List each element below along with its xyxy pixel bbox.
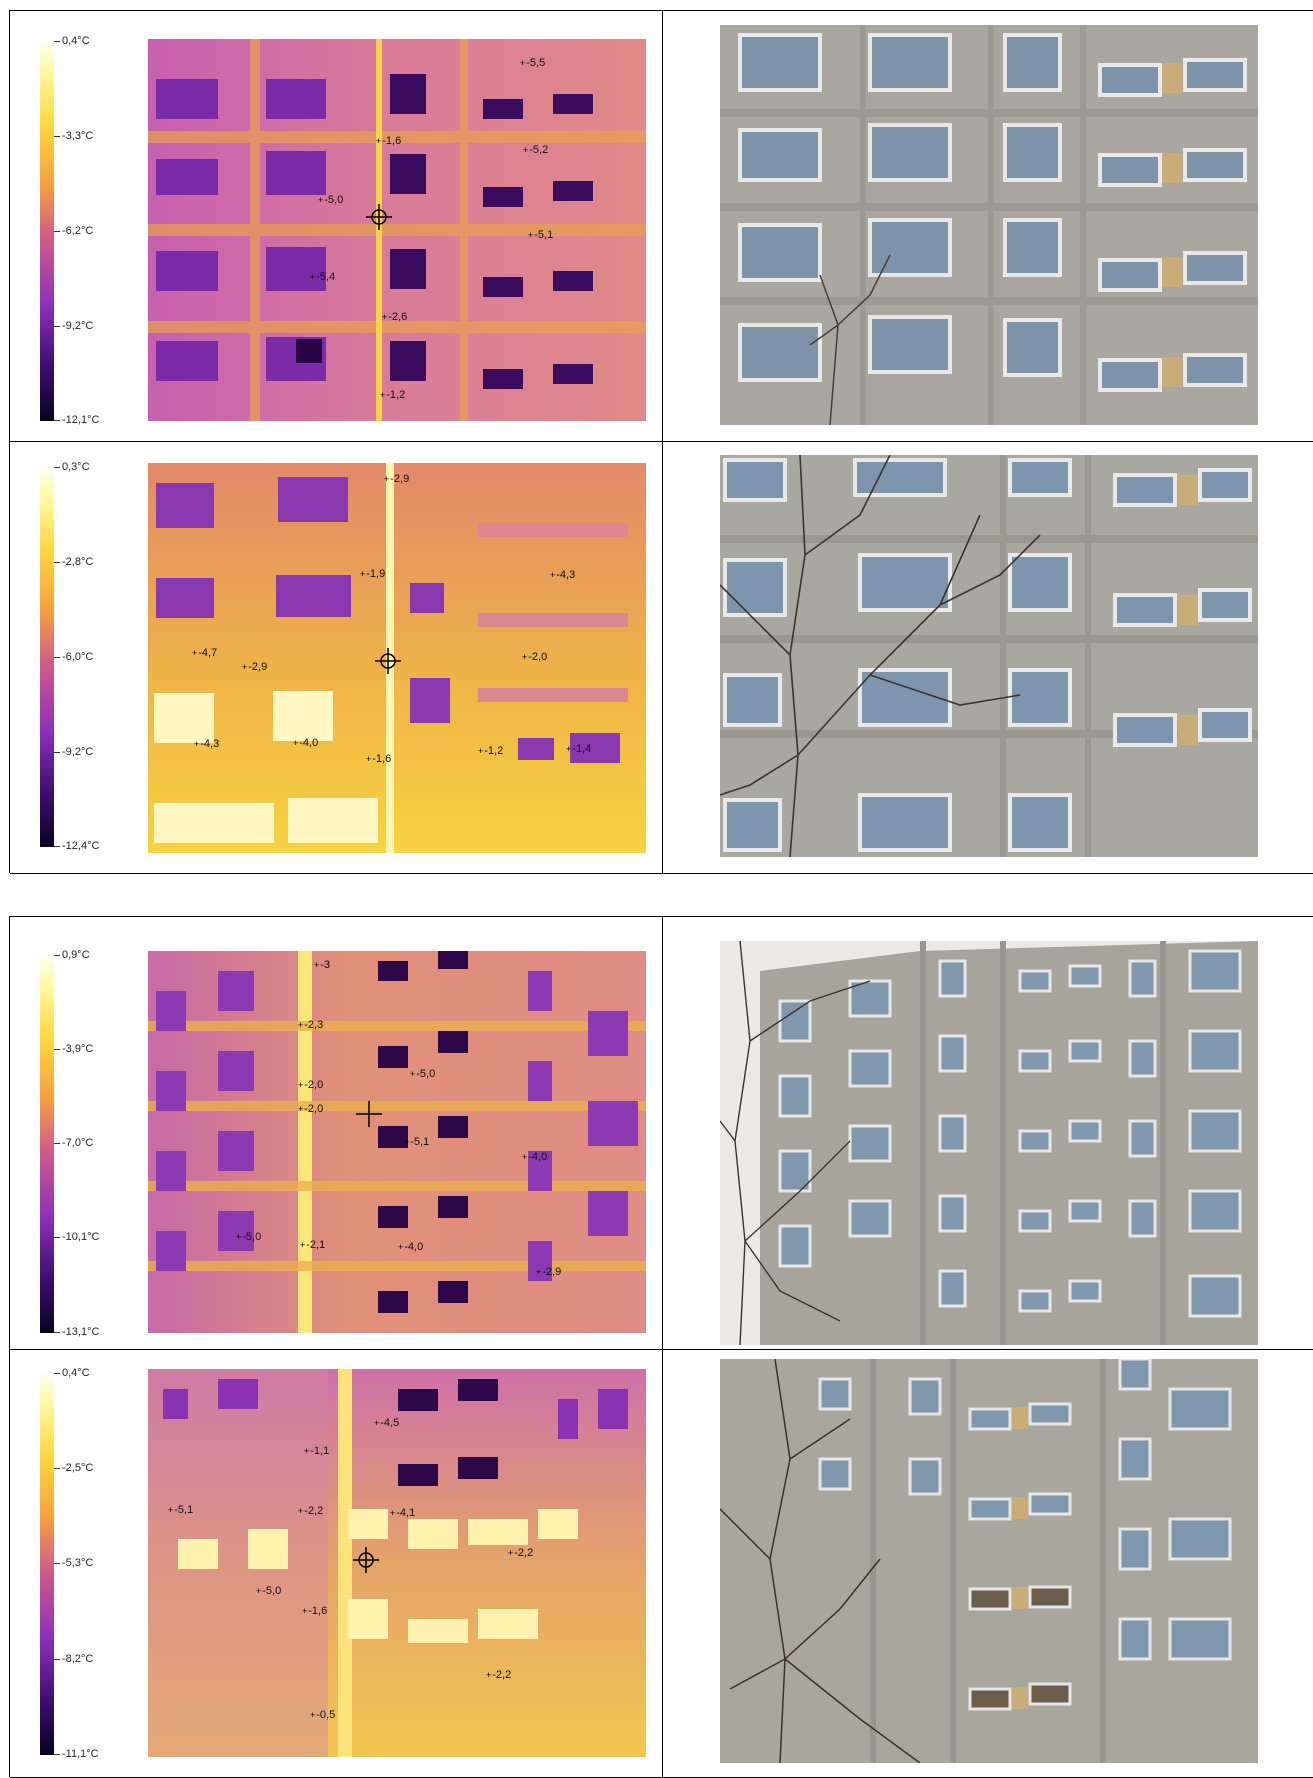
- temperature-marker: -4,0: [293, 737, 318, 749]
- temperature-marker: -5,5: [520, 57, 545, 69]
- building-photo: [719, 1359, 1258, 1763]
- temperature-marker: -1,9: [360, 568, 385, 580]
- scale-label: -12,4°C: [62, 840, 100, 852]
- temperature-marker: -5,2: [523, 144, 548, 156]
- temperature-marker: -1,4: [566, 743, 591, 755]
- temperature-marker: -5,4: [310, 271, 335, 283]
- scale-label: -8,2°C: [62, 1653, 94, 1665]
- table-bottom: 0,9°C -3,9°C -7,0°C -10,1°C -13,1°C: [9, 916, 1313, 1778]
- building-photo: [719, 941, 1258, 1345]
- temperature-marker: -4,0: [522, 1151, 547, 1163]
- temperature-marker: -1,2: [380, 389, 405, 401]
- scale-label: -11,1°C: [62, 1748, 99, 1760]
- temperature-marker: -1,1: [304, 1445, 329, 1457]
- building-photo: [719, 25, 1258, 425]
- thermal-image: -5,5 -1,6 -5,2 -5,0 -5,1 -5,4 -2,6 -1,2: [148, 39, 646, 421]
- scale-label: -7,0°C: [62, 1137, 94, 1149]
- temperature-marker: -3: [314, 959, 330, 971]
- thermal-cell: 0,4°C -3,3°C -6,2°C -9,2°C -12,1°C: [10, 11, 663, 441]
- temperature-marker: -5,0: [236, 1231, 261, 1243]
- temperature-marker: -2,0: [298, 1079, 323, 1091]
- temperature-marker: -5,0: [410, 1068, 435, 1080]
- scale-label: -3,3°C: [62, 130, 94, 142]
- temperature-marker: -2,3: [298, 1019, 323, 1031]
- thermal-cell: 0,4°C -2,5°C -5,3°C -8,2°C -11,1°C: [10, 1349, 663, 1777]
- thermal-cell: 0,3°C -2,8°C -6,0°C -9,2°C -12,4°C: [10, 441, 663, 873]
- scale-label: -10,1°C: [62, 1231, 100, 1243]
- color-scale-bar: [40, 41, 54, 421]
- temperature-marker: -2,2: [486, 1669, 511, 1681]
- table-row: 0,9°C -3,9°C -7,0°C -10,1°C -13,1°C: [10, 917, 1313, 1350]
- temperature-marker: -2,1: [300, 1239, 325, 1251]
- temperature-marker: -4,1: [390, 1507, 415, 1519]
- scale-label: 0,3°C: [62, 461, 90, 473]
- building-photo: [719, 455, 1258, 857]
- temperature-marker: -4,0: [398, 1241, 423, 1253]
- color-scale-bar: [40, 1373, 54, 1755]
- scale-label: -3,9°C: [62, 1043, 94, 1055]
- temperature-marker: -4,3: [550, 569, 575, 581]
- table-top: 0,4°C -3,3°C -6,2°C -9,2°C -12,1°C: [9, 10, 1313, 874]
- color-scale-bar: [40, 467, 54, 847]
- photo-cell: [664, 441, 1313, 873]
- temperature-marker: -5,0: [256, 1585, 281, 1597]
- temperature-marker: -2,0: [522, 651, 547, 663]
- photo-cell: [664, 1349, 1313, 1777]
- color-scale-bar: [40, 955, 54, 1333]
- thermal-image: -2,9 -1,9 -4,3 -4,7 -2,9 -2,0 -4,3 -4,0 …: [148, 463, 646, 853]
- table-row: 0,4°C -2,5°C -5,3°C -8,2°C -11,1°C: [10, 1349, 1313, 1778]
- temperature-marker: -2,6: [382, 311, 407, 323]
- scale-label: -13,1°C: [62, 1326, 100, 1338]
- temperature-marker: -1,2: [478, 745, 503, 757]
- photo-cell: [664, 11, 1313, 441]
- temperature-marker: -5,1: [404, 1136, 429, 1148]
- table-row: 0,3°C -2,8°C -6,0°C -9,2°C -12,4°C: [10, 441, 1313, 874]
- table-row: 0,4°C -3,3°C -6,2°C -9,2°C -12,1°C: [10, 11, 1313, 442]
- scale-label: -9,2°C: [62, 320, 94, 332]
- thermal-image: -3 -2,3 -2,0 -5,0 -2,0 -5,1 -4,0 -5,0 -2…: [148, 951, 646, 1333]
- temperature-marker: -4,5: [374, 1417, 399, 1429]
- temperature-marker: -5,1: [528, 229, 553, 241]
- scale-label: 0,9°C: [62, 949, 90, 961]
- temperature-marker: -2,9: [384, 473, 409, 485]
- temperature-marker: -5,1: [168, 1504, 193, 1516]
- temperature-marker: -1,6: [376, 135, 401, 147]
- temperature-marker: -2,0: [298, 1103, 323, 1115]
- temperature-marker: -1,6: [366, 753, 391, 765]
- temperature-marker: -4,7: [192, 647, 217, 659]
- temperature-marker: -0,5: [310, 1709, 335, 1721]
- thermal-cell: 0,9°C -3,9°C -7,0°C -10,1°C -13,1°C: [10, 917, 663, 1349]
- temperature-marker: -4,3: [194, 738, 219, 750]
- scale-label: -6,0°C: [62, 651, 94, 663]
- scale-label: -2,8°C: [62, 556, 94, 568]
- temperature-marker: -2,9: [536, 1266, 561, 1278]
- scale-label: -9,2°C: [62, 746, 94, 758]
- thermal-image: -4,5 -1,1 -5,1 -2,2 -4,1 -2,2 -5,0 -1,6 …: [148, 1369, 646, 1757]
- scale-label: 0,4°C: [62, 35, 90, 47]
- temperature-marker: -5,0: [318, 194, 343, 206]
- scale-label: -12,1°C: [62, 414, 100, 426]
- photo-cell: [664, 917, 1313, 1349]
- scale-label: -5,3°C: [62, 1557, 94, 1569]
- temperature-marker: -1,6: [302, 1605, 327, 1617]
- temperature-marker: -2,2: [508, 1547, 533, 1559]
- scale-label: -2,5°C: [62, 1462, 94, 1474]
- scale-label: -6,2°C: [62, 225, 94, 237]
- temperature-marker: -2,2: [298, 1505, 323, 1517]
- scale-label: 0,4°C: [62, 1367, 90, 1379]
- temperature-marker: -2,9: [242, 661, 267, 673]
